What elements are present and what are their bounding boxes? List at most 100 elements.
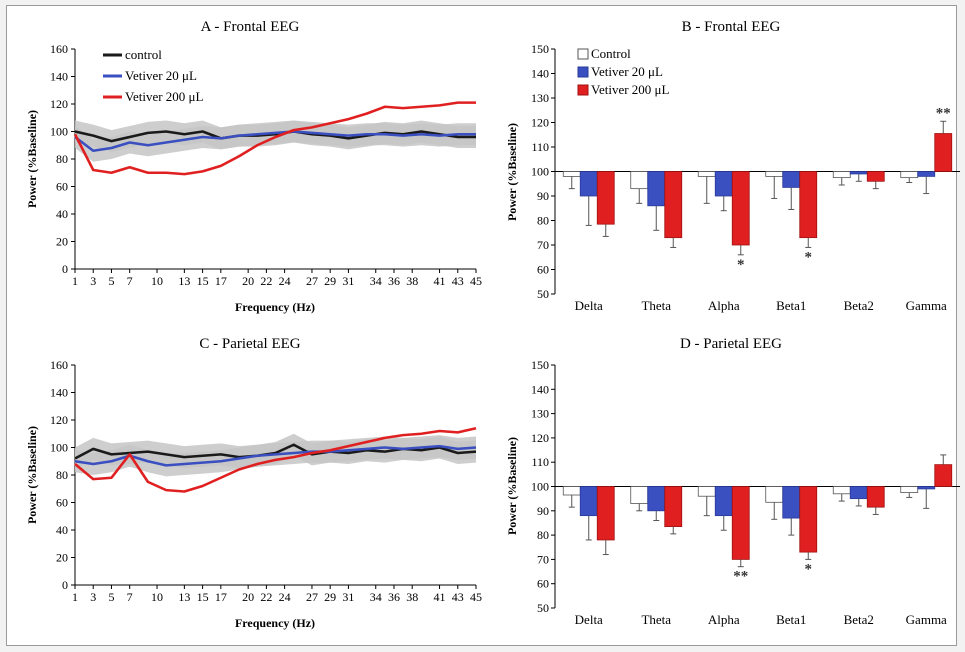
x-tick-label: 38: [406, 590, 418, 604]
y-tick-label: 70: [537, 238, 549, 252]
category-label: Gamma: [906, 298, 947, 313]
x-tick-label: 34: [370, 590, 382, 604]
y-tick-label: 120: [531, 431, 549, 445]
panel-b-title: B - Frontal EEG: [682, 19, 781, 35]
y-tick-label: 40: [56, 207, 68, 221]
bar-beta1-control: [765, 171, 784, 177]
x-tick-label: 45: [470, 590, 482, 604]
bar-beta2-vetiver-20: [849, 171, 868, 175]
bar-gamma-vetiver-20: [917, 486, 936, 490]
legend-label: control: [125, 47, 162, 62]
y-tick-label: 100: [531, 480, 549, 494]
y-tick-label: 20: [56, 551, 68, 565]
panel-b-bar-chart: B - Frontal EEG 50 60 70 80 90 100 110 120 130 14…: [505, 19, 960, 313]
x-tick-label: 29: [324, 274, 336, 288]
bar-theta-vetiver-20: [647, 486, 666, 512]
x-tick-label: 24: [279, 274, 291, 288]
x-tick-label: 22: [260, 274, 272, 288]
figure-frame: [6, 5, 957, 646]
x-tick-label: 7: [127, 590, 133, 604]
x-tick-label: 41: [434, 274, 446, 288]
x-tick-label: 17: [215, 274, 227, 288]
panel-c-title: C - Parietal EEG: [199, 336, 300, 352]
bar-gamma-vetiver-200: [934, 464, 953, 487]
significance-marker: *: [805, 561, 813, 577]
y-tick-label: 150: [531, 358, 549, 372]
x-tick-label: 15: [197, 590, 209, 604]
x-tick-label: 10: [151, 590, 163, 604]
category-label: Beta1: [776, 298, 806, 313]
x-tick-label: 20: [242, 590, 254, 604]
x-tick-label: 31: [342, 274, 354, 288]
y-tick-label: 110: [531, 140, 549, 154]
x-tick-label: 27: [306, 590, 318, 604]
y-tick-label: 160: [50, 358, 68, 372]
category-label: Alpha: [708, 612, 740, 627]
bar-alpha-control: [697, 486, 716, 497]
panel-c-xlabel: Frequency (Hz): [235, 616, 315, 630]
series-line-vetiver-200: [73, 101, 476, 176]
y-tick-label: 120: [531, 116, 549, 130]
y-tick-label: 130: [531, 91, 549, 105]
x-tick-label: 17: [215, 590, 227, 604]
bar-beta1-vetiver-200: [799, 486, 818, 553]
legend-swatch: [577, 48, 589, 60]
x-tick-label: 29: [324, 590, 336, 604]
category-label: Beta1: [776, 612, 806, 627]
bar-gamma-control: [900, 171, 919, 179]
error-band: [75, 435, 476, 477]
bar-delta-vetiver-200: [596, 486, 615, 541]
bar-gamma-control: [900, 486, 919, 493]
bar-theta-vetiver-200: [664, 171, 683, 239]
y-tick-label: 100: [50, 441, 68, 455]
x-tick-label: 43: [452, 274, 464, 288]
y-tick-label: 80: [537, 528, 549, 542]
legend-swatch: [577, 66, 589, 78]
bar-theta-control: [630, 486, 649, 504]
x-tick-label: 1: [72, 590, 78, 604]
legend-label: Vetiver 200 μL: [125, 89, 204, 104]
series-line-vetiver-20: [74, 444, 477, 467]
bar-beta1-vetiver-200: [799, 171, 818, 239]
legend-label: Vetiver 200 μL: [591, 82, 670, 97]
x-tick-label: 36: [388, 590, 400, 604]
significance-marker: **: [733, 569, 748, 585]
x-tick-label: 20: [242, 274, 254, 288]
bar-alpha-vetiver-20: [714, 486, 733, 517]
y-tick-label: 0: [62, 262, 68, 276]
significance-marker: *: [737, 257, 745, 273]
series-line-control: [74, 130, 476, 143]
x-tick-label: 38: [406, 274, 418, 288]
panel-b-plot: 50 60 70 80 90 100 110 120 130 140 150 Delta Theta Al…: [531, 42, 960, 313]
category-label: Beta2: [844, 612, 874, 627]
legend-label: Vetiver 20 μL: [591, 64, 663, 79]
y-tick-label: 50: [537, 601, 549, 615]
y-tick-label: 60: [56, 180, 68, 194]
bar-alpha-vetiver-200: [731, 171, 750, 246]
y-tick-label: 140: [50, 386, 68, 400]
bar-alpha-vetiver-200: [731, 486, 750, 560]
y-tick-label: 140: [531, 67, 549, 81]
x-tick-label: 10: [151, 274, 163, 288]
y-tick-label: 70: [537, 552, 549, 566]
x-tick-label: 36: [388, 274, 400, 288]
significance-marker: **: [936, 105, 951, 121]
panel-d-ylabel: Power (%Baseline): [505, 437, 519, 535]
panel-a-xlabel: Frequency (Hz): [235, 300, 315, 314]
bar-beta1-vetiver-20: [782, 486, 801, 519]
y-tick-label: 110: [531, 455, 549, 469]
category-label: Delta: [575, 298, 603, 313]
legend-swatch: [577, 84, 589, 96]
y-tick-label: 160: [50, 42, 68, 56]
y-tick-label: 20: [56, 235, 68, 249]
x-tick-label: 3: [90, 274, 96, 288]
y-tick-label: 150: [531, 42, 549, 56]
panel-a-title: A - Frontal EEG: [201, 19, 300, 35]
x-tick-label: 27: [306, 274, 318, 288]
category-label: Beta2: [844, 298, 874, 313]
x-tick-label: 41: [434, 590, 446, 604]
